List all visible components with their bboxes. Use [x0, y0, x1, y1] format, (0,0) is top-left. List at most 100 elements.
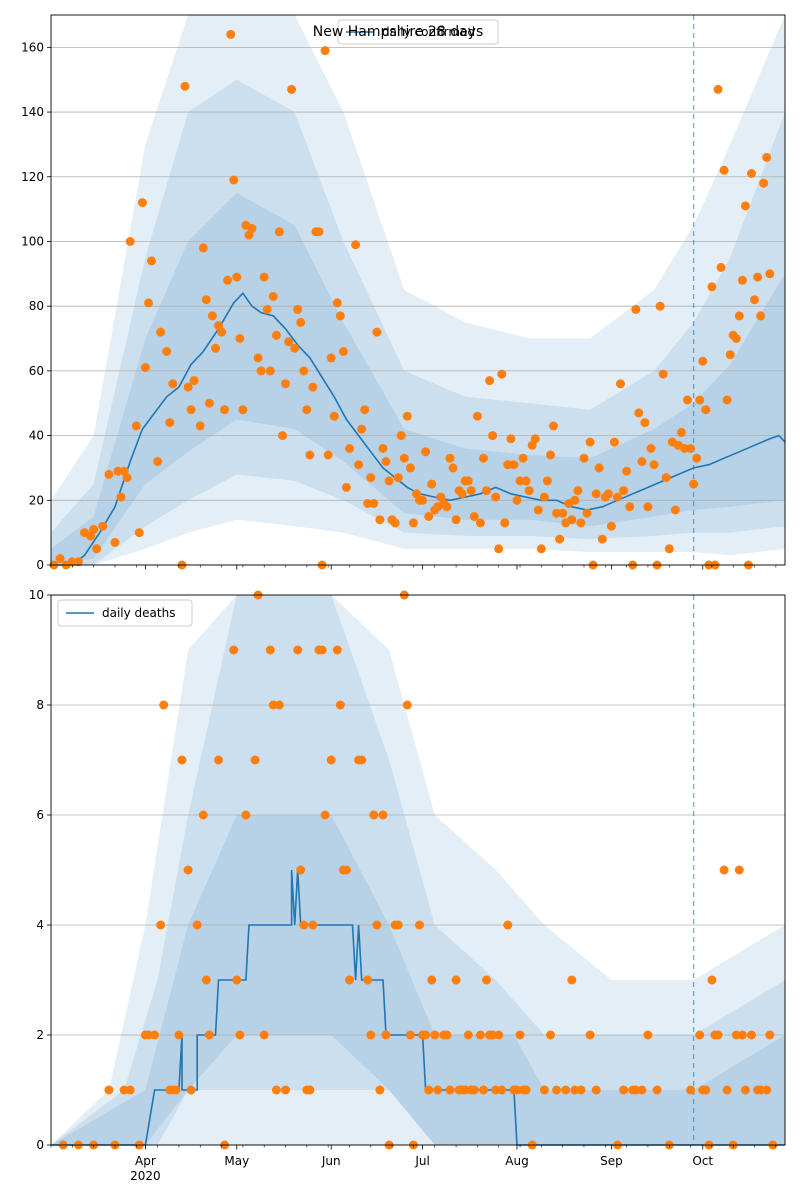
gridlines — [51, 46, 785, 566]
data-point — [524, 486, 534, 496]
legend-box — [337, 19, 499, 45]
data-point — [226, 29, 236, 39]
data-point — [521, 1085, 531, 1095]
data-point — [497, 1085, 507, 1095]
data-point — [168, 379, 178, 389]
x-tick-label: Oct — [692, 1154, 713, 1168]
data-point — [122, 473, 132, 483]
data-point — [274, 700, 284, 710]
data-point — [640, 418, 650, 428]
data-point — [375, 515, 385, 525]
data-point — [576, 1085, 586, 1095]
data-point — [737, 275, 747, 285]
data-point — [609, 437, 619, 447]
y-axis: 0 2 4 6 8 10 — [29, 588, 51, 1152]
data-point — [335, 311, 345, 321]
confidence-band-0 — [51, 595, 785, 1145]
data-point — [747, 1030, 756, 1040]
data-point — [204, 1030, 214, 1040]
data-point — [558, 508, 568, 518]
data-point — [594, 463, 604, 473]
data-point — [162, 347, 172, 356]
data-point — [555, 534, 565, 544]
y-tick-label: 120 — [21, 170, 44, 184]
data-point — [326, 353, 336, 363]
data-point — [469, 512, 479, 521]
data-point — [734, 865, 744, 875]
data-point — [198, 243, 208, 253]
data-point — [430, 1030, 440, 1040]
data-point — [232, 272, 242, 282]
data-point — [652, 1085, 662, 1095]
data-point — [405, 463, 415, 473]
data-point — [509, 460, 519, 470]
data-point — [378, 810, 388, 820]
y-tick-label: 60 — [29, 364, 44, 378]
x-tick-label: Jul — [414, 1154, 429, 1168]
plot-frame — [50, 14, 786, 566]
data-point — [384, 476, 394, 486]
data-point — [479, 1085, 488, 1095]
data-point — [402, 411, 412, 421]
x-tick-label: Sep — [600, 1154, 623, 1168]
data-point — [451, 975, 461, 985]
data-point — [649, 460, 659, 470]
data-point — [421, 1030, 431, 1040]
data-point — [692, 453, 702, 463]
data-point — [518, 453, 528, 463]
data-point — [360, 405, 370, 415]
data-point — [759, 178, 769, 188]
data-point — [713, 84, 723, 94]
data-point — [308, 382, 318, 392]
data-point — [689, 479, 699, 489]
data-point — [287, 84, 297, 94]
legend-label: daily deaths — [102, 606, 175, 620]
data-point — [661, 473, 671, 483]
data-point — [539, 492, 549, 502]
data-point — [262, 304, 272, 314]
data-point — [326, 755, 336, 765]
y-tick-label: 80 — [29, 299, 44, 313]
data-point — [314, 227, 324, 237]
data-point — [448, 463, 458, 473]
y-axis: 0 20 40 60 80 100 120 140 160 — [21, 40, 51, 572]
data-point — [335, 700, 345, 710]
data-point — [753, 272, 763, 282]
data-point — [573, 486, 583, 496]
data-point — [427, 975, 437, 985]
data-point — [345, 975, 354, 985]
data-point — [381, 1030, 391, 1040]
data-point — [393, 920, 403, 930]
x-tick-label: Aug — [505, 1154, 528, 1168]
data-point — [634, 408, 644, 418]
data-point — [591, 1085, 601, 1095]
confidence-bands — [51, 15, 785, 565]
data-point — [424, 512, 434, 521]
data-point — [616, 379, 625, 389]
data-point — [156, 327, 166, 337]
data-point — [290, 343, 300, 353]
data-point — [308, 920, 318, 930]
daily-deaths-line — [51, 869, 785, 1146]
data-point — [466, 486, 476, 496]
x-tick-label: Apr — [135, 1154, 156, 1168]
data-point — [597, 534, 607, 544]
data-point — [357, 424, 367, 434]
x-tick-sublabel: 2020 — [130, 1169, 161, 1183]
data-point — [433, 1085, 443, 1095]
data-point — [372, 920, 382, 930]
data-point — [603, 489, 613, 499]
data-point — [585, 437, 595, 447]
data-point — [265, 366, 275, 376]
data-point — [521, 476, 531, 486]
data-point — [229, 175, 239, 185]
data-point — [479, 453, 488, 463]
data-point — [177, 755, 187, 765]
data-point — [378, 444, 388, 453]
data-point — [542, 476, 552, 486]
data-point — [722, 395, 732, 405]
data-point — [73, 557, 83, 567]
